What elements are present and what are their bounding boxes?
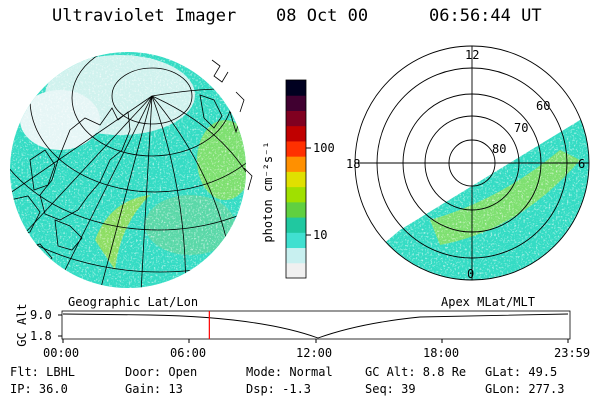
colorbar-swatch — [286, 186, 306, 203]
timeline-xtick-0000: 00:00 — [43, 346, 80, 360]
time-label: 06:56:44 UT — [429, 6, 542, 26]
colorbar-swatch — [286, 201, 306, 218]
colorbar — [285, 79, 311, 279]
lat-label-60: 60 — [536, 99, 551, 113]
status-seq: Seq: 39 — [365, 382, 416, 396]
colorbar-swatch — [286, 125, 306, 142]
mlt-label-18: 18 — [346, 157, 361, 171]
status-door: Door: Open — [125, 365, 198, 379]
lat-label-70: 70 — [514, 121, 529, 135]
colorbar-unit-label: photon cm⁻²s⁻¹ — [261, 141, 275, 243]
timeline-xtick-1800: 18:00 — [423, 346, 460, 360]
colorbar-swatch — [286, 171, 306, 188]
colorbar-swatch — [286, 262, 306, 279]
altitude-timeline — [58, 310, 571, 343]
timeline-xtick-1200: 12:00 — [296, 346, 333, 360]
status-filter: Flt: LBHL — [10, 365, 76, 379]
colorbar-tick-100: 100 — [313, 141, 335, 155]
colorbar-swatch — [286, 80, 306, 96]
status-glat: GLat: 49.5 — [485, 365, 558, 379]
status-glon: GLon: 277.3 — [485, 382, 565, 396]
timeline-xtick-0600: 06:00 — [170, 346, 207, 360]
timeline-ytick-low: 1.8 — [30, 329, 52, 343]
timeline-axis-label: GC Alt — [15, 303, 29, 347]
colorbar-swatch — [286, 247, 306, 264]
status-ip: IP: 36.0 — [10, 382, 68, 396]
lat-label-80: 80 — [492, 142, 507, 156]
magnetic-map-label: Apex MLat/MLT — [441, 295, 535, 309]
app-title: Ultraviolet Imager — [52, 6, 237, 26]
colorbar-tick-10: 10 — [313, 228, 328, 242]
colorbar-swatch — [286, 156, 306, 172]
colorbar-swatch — [286, 217, 306, 233]
timeline-ytick-high: 9.0 — [30, 308, 52, 322]
mlt-label-0: 0 — [467, 267, 475, 281]
status-mode: Mode: Normal — [246, 365, 333, 379]
geographic-map-label: Geographic Lat/Lon — [68, 295, 199, 309]
status-dsp: Dsp: -1.3 — [246, 382, 312, 396]
magnetic-polar-map — [354, 45, 590, 281]
mlt-label-6: 6 — [578, 157, 586, 171]
mlt-label-12: 12 — [465, 48, 480, 62]
date-label: 08 Oct 00 — [276, 6, 369, 26]
colorbar-swatch — [286, 95, 306, 111]
geographic-map — [10, 52, 253, 288]
timeline-xtick-2359: 23:59 — [554, 346, 591, 360]
colorbar-swatch — [286, 110, 306, 127]
colorbar-swatch — [286, 140, 306, 157]
colorbar-swatch — [286, 232, 306, 249]
status-gain: Gain: 13 — [125, 382, 183, 396]
status-gc-alt: GC Alt: 8.8 Re — [365, 365, 467, 379]
